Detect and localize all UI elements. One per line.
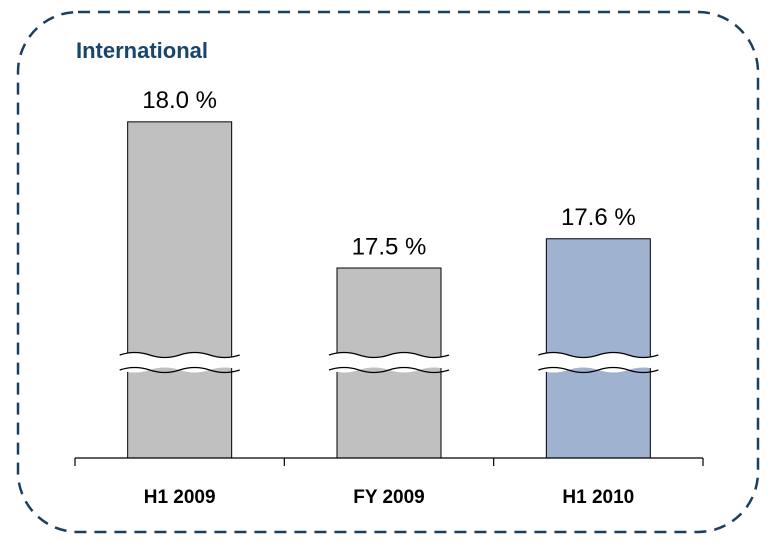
chart-title: International bbox=[76, 38, 208, 63]
axis-break-line bbox=[538, 366, 659, 374]
frame bbox=[16, 10, 760, 534]
x-tick-label: H1 2010 bbox=[562, 487, 634, 508]
axis-break bbox=[119, 352, 240, 373]
x-tick-label: H1 2009 bbox=[144, 487, 216, 508]
bar bbox=[127, 121, 233, 459]
x-tick-label: FY 2009 bbox=[353, 487, 424, 508]
bar bbox=[545, 238, 651, 459]
axis-break-line bbox=[119, 366, 240, 374]
axis-break-line bbox=[328, 366, 450, 374]
axis-break bbox=[329, 352, 449, 373]
axis-break bbox=[538, 352, 659, 373]
axis-break-line bbox=[538, 351, 659, 359]
data-label: 17.6 % bbox=[561, 204, 636, 231]
axis-break-line bbox=[328, 351, 450, 359]
axis-break-line bbox=[119, 351, 240, 359]
data-label: 18.0 % bbox=[142, 87, 217, 114]
data-label: 17.5 % bbox=[352, 233, 427, 260]
